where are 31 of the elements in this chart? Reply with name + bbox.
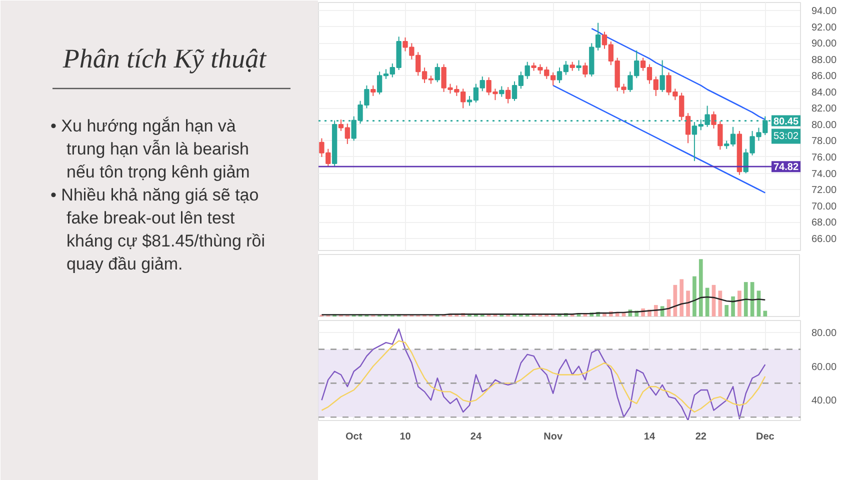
ref-line-label: 74.82 xyxy=(773,162,799,174)
y-tick-label: 60.00 xyxy=(812,362,837,373)
y-tick-label: 80.00 xyxy=(812,328,837,339)
y-tick-label: 80.00 xyxy=(812,120,837,131)
text: 53:02 xyxy=(773,130,799,142)
y-tick-label: 76.00 xyxy=(812,152,837,164)
y-tick-label: 82.00 xyxy=(812,104,837,115)
y-tick-label: 78.00 xyxy=(812,136,837,148)
y-tick-label: 92.00 xyxy=(812,22,837,34)
y-tick-label: 68.00 xyxy=(812,218,837,229)
x-tick-label: Oct xyxy=(346,432,363,442)
y-tick-label: 70.00 xyxy=(812,201,837,212)
x-tick-label: Dec xyxy=(756,432,775,442)
y-tick-label: 90.00 xyxy=(812,38,837,50)
x-tick-label: 14 xyxy=(644,432,656,442)
y-tick-label: 72.00 xyxy=(812,185,837,196)
y-tick-label: 86.00 xyxy=(812,71,837,82)
y-tick-label: 74.00 xyxy=(812,168,837,180)
text: • Nhiều khả năng giá sẽ tạo fake break-out lên test kháng cự $81.45/thùng rồi quay đầu giảm. xyxy=(50,186,266,274)
ref-line-label: 80.45 xyxy=(773,116,799,128)
y-tick-label: 94.00 xyxy=(812,6,837,18)
x-tick-label: 24 xyxy=(470,432,482,442)
x-tick-label: 10 xyxy=(400,432,412,442)
y-tick-label: 84.00 xyxy=(812,87,837,98)
x-tick-label: 22 xyxy=(695,432,707,442)
text: Phân tích Kỹ thuật xyxy=(62,44,268,74)
y-tick-label: 66.00 xyxy=(812,234,837,245)
x-tick-label: Nov xyxy=(544,432,563,442)
y-tick-label: 88.00 xyxy=(812,54,837,66)
text: • Xu hướng ngắn hạn và trung hạn vẫn là bearish nếu tôn trọng kênh giảm xyxy=(50,116,250,182)
y-tick-label: 40.00 xyxy=(812,396,837,407)
